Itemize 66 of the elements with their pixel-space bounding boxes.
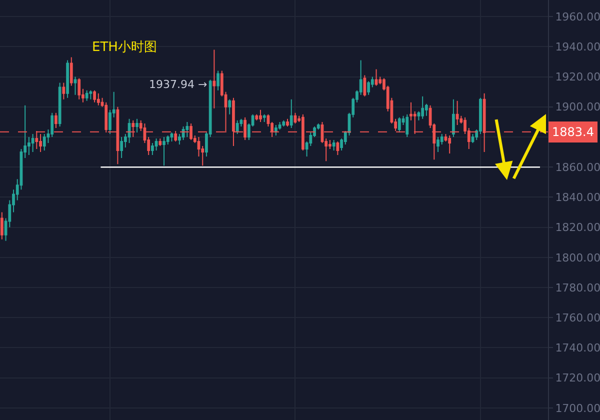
y-tick-label: 1840.00 — [555, 191, 600, 204]
candlestick — [236, 120, 239, 134]
y-tick-label: 1700.00 — [555, 402, 600, 415]
candlestick — [0, 212, 4, 240]
candlestick — [54, 112, 58, 128]
candlestick — [452, 98, 455, 138]
candlestick — [216, 70, 220, 91]
candlestick — [398, 116, 401, 133]
candlestick — [154, 138, 158, 152]
candlestick — [158, 138, 162, 147]
candlestick — [262, 114, 266, 122]
candlestick — [70, 56, 73, 86]
y-tick-label: 1960.00 — [555, 10, 600, 24]
text: ETH小时图 — [92, 40, 157, 55]
y-tick-label: 1860.00 — [555, 160, 600, 174]
candlestick — [31, 133, 34, 153]
candlestick — [74, 76, 77, 96]
candlestick — [374, 68, 378, 86]
candlestick — [136, 118, 138, 133]
candlestick — [78, 78, 81, 100]
candlestick — [162, 136, 166, 166]
candlestick — [367, 80, 370, 96]
candlestick — [290, 98, 293, 128]
candlestick — [85, 90, 88, 102]
y-tick-label: 1740.00 — [555, 342, 600, 355]
candlestick — [259, 109, 262, 122]
candlestick — [363, 74, 366, 97]
candlestick — [282, 120, 286, 127]
candlestick — [448, 134, 452, 154]
ref-line-label: 1883.4 — [552, 125, 594, 139]
candlestick — [58, 82, 62, 127]
candlestick — [332, 140, 336, 152]
candlestick — [89, 90, 92, 100]
y-tick-label: 1900.00 — [555, 100, 600, 114]
candlestick — [120, 136, 124, 159]
candlestick — [174, 130, 178, 142]
candlestick — [186, 121, 189, 138]
candlestick — [406, 114, 409, 138]
y-tick-label: 1780.00 — [555, 281, 600, 294]
candlestick — [286, 118, 289, 127]
candlestick — [182, 126, 185, 140]
candlestick — [255, 114, 258, 121]
candlestick — [62, 82, 66, 100]
candlestick — [170, 132, 174, 142]
y-tick-label: 1720.00 — [555, 372, 600, 385]
candlestick — [436, 136, 440, 153]
candlestick — [336, 141, 340, 156]
candlestick — [294, 112, 297, 124]
candlestick — [128, 118, 131, 144]
candlestick — [66, 60, 69, 98]
candlestick — [471, 133, 474, 144]
candlestick — [274, 124, 278, 136]
candlestick — [150, 142, 154, 156]
candlestick — [93, 90, 96, 103]
candlestick — [42, 133, 46, 152]
candlestick — [96, 92, 100, 106]
y-tick-label: 1800.00 — [555, 251, 600, 264]
annotation: 1937.94 → — [149, 78, 208, 91]
y-tick-label: 1760.00 — [555, 311, 600, 324]
y-tick-label: 1940.00 — [555, 40, 600, 54]
candlestick — [228, 98, 232, 115]
candlestick — [212, 49, 216, 109]
y-tick-label: 1820.00 — [555, 221, 600, 234]
y-tick-label: 1920.00 — [555, 70, 600, 84]
candlestick — [421, 96, 424, 120]
candlestick — [456, 100, 459, 126]
